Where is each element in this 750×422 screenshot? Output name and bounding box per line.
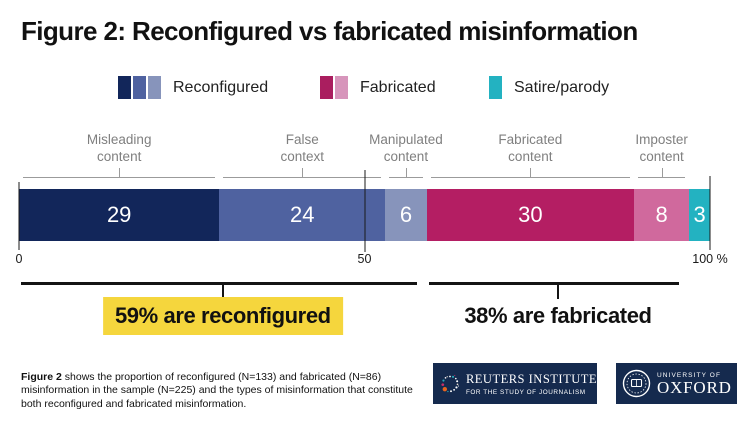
category-label: Fabricated content — [498, 132, 563, 164]
bar-segment-fabricated-content: 30 — [426, 189, 634, 241]
category-label: False context — [280, 132, 325, 164]
caption-text: shows the proportion of reconfigured (N=… — [21, 370, 413, 410]
category-line — [430, 177, 630, 178]
category-bracket-manipulated-content: Manipulated content — [369, 124, 443, 178]
legend-swatch-icon — [148, 76, 161, 99]
oxford-university-of: UNIVERSITY OF — [657, 371, 722, 379]
category-line — [23, 177, 216, 178]
category-line — [389, 177, 423, 178]
axis-gridline — [18, 182, 20, 250]
oxford-crest-icon — [622, 369, 651, 398]
figure-caption: Figure 2 shows the proportion of reconfi… — [21, 371, 421, 412]
legend-item-fabricated: Fabricated — [320, 76, 436, 99]
legend-swatch-icon — [118, 76, 131, 99]
reuters-institute-subtitle: FOR THE STUDY OF JOURNALISM — [465, 388, 586, 396]
category-label: Misleading content — [86, 132, 152, 164]
bar-segment-false-context: 24 — [219, 189, 386, 241]
bar-segment-manipulated-content: 6 — [385, 189, 427, 241]
category-bracket-imposter-content: Imposter content — [634, 124, 689, 178]
legend-swatch-icon — [133, 76, 146, 99]
bar-segment-value: 8 — [655, 202, 668, 227]
category-bracket-fabricated-content: Fabricated content — [427, 124, 634, 178]
page-title: Figure 2: Reconfigured vs fabricated mis… — [21, 16, 638, 46]
legend-swatch-icon — [335, 76, 348, 99]
bar-segment-value: 30 — [518, 202, 543, 227]
axis-gridline — [709, 176, 711, 250]
bar-segment-imposter-content: 8 — [633, 189, 690, 241]
legend-swatches — [489, 76, 502, 99]
category-tick — [405, 168, 407, 178]
axis-tick-label: 100 % — [692, 252, 728, 266]
oxford-name: OXFORD — [657, 377, 732, 397]
legend-swatch-icon — [320, 76, 333, 99]
category-bracket-false-context: False context — [219, 124, 385, 178]
legend-item-satire-parody: Satire/parody — [489, 76, 609, 99]
bar-segment-value: 29 — [106, 202, 132, 227]
category-tick — [302, 168, 304, 178]
bar-segment-satire-parody: 3 — [689, 189, 710, 241]
stacked-bar: 29 24 6 30 8 3 — [19, 189, 710, 241]
category-line — [637, 177, 686, 178]
category-label: Manipulated content — [369, 132, 443, 164]
legend-swatch-icon — [489, 76, 502, 99]
annotation-label-38-are-fabricated: 38% are fabricated — [464, 303, 652, 328]
legend-label: Satire/parody — [514, 78, 610, 96]
annotation-label-59-are-reconfigured: 59% are reconfigured — [102, 297, 343, 335]
legend-item-reconfigured: Reconfigured — [118, 76, 268, 99]
bar-segment-value: 24 — [290, 202, 315, 227]
legend-label: Fabricated — [360, 78, 436, 96]
reuters-dots-icon — [441, 374, 460, 392]
annotation-tick — [556, 285, 559, 299]
category-label: Imposter content — [635, 132, 688, 164]
plot-area: 29 24 6 30 8 3 Misleading content False contex… — [15, 0, 728, 422]
axis-tick-label: 0 — [15, 252, 23, 266]
bar-segment-value: 6 — [399, 202, 413, 227]
caption-lead: Figure 2 — [21, 370, 62, 383]
category-line — [223, 177, 382, 178]
bar-segment-misleading-content: 29 — [19, 189, 220, 241]
reuters-institute-name: REUTERS INSTITUTE — [465, 371, 597, 386]
oxford-logo: UNIVERSITY OF OXFORD — [616, 363, 737, 404]
legend-swatches — [320, 76, 348, 99]
category-tick — [530, 168, 532, 178]
legend-label: Reconfigured — [173, 78, 269, 96]
bar-segment-value: 3 — [693, 202, 706, 227]
reuters-institute-logo: REUTERS INSTITUTE FOR THE STUDY OF JOURN… — [433, 363, 597, 404]
category-tick — [661, 168, 663, 178]
legend-swatches — [118, 76, 161, 99]
category-tick — [119, 168, 121, 178]
axis-tick-label: 50 — [357, 252, 372, 266]
category-bracket-misleading-content: Misleading content — [19, 124, 219, 178]
annotation-line-59-are-reconfigured — [21, 282, 417, 285]
axis-gridline — [364, 170, 365, 252]
annotation-line-38-are-fabricated — [428, 282, 680, 285]
annotation-tick — [221, 285, 224, 299]
